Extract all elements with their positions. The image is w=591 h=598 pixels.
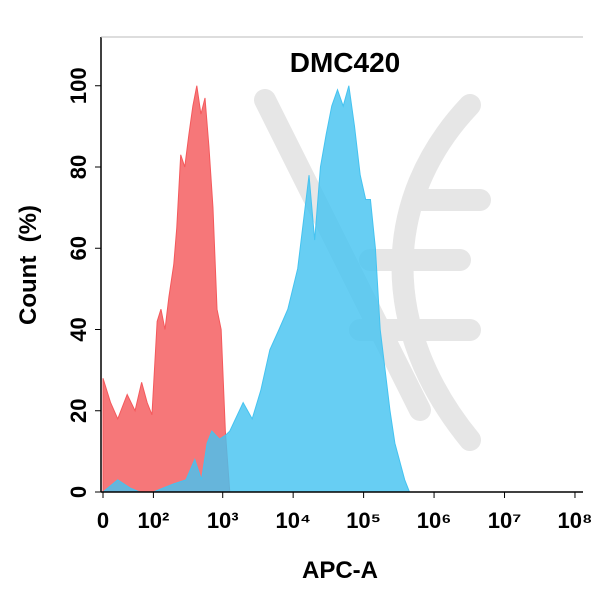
x-tick-label: 10⁷ xyxy=(488,508,522,533)
x-tick-label: 0 xyxy=(97,508,109,533)
y-tick-label: 80 xyxy=(66,155,91,179)
y-tick-label: 20 xyxy=(66,399,91,423)
x-tick-label: 10⁵ xyxy=(346,508,381,533)
histogram-area xyxy=(102,85,231,493)
x-tick-label: 10⁶ xyxy=(417,508,452,533)
x-axis-label: APC-A xyxy=(302,557,378,584)
y-tick-label: 60 xyxy=(66,236,91,260)
histogram-area xyxy=(101,85,411,493)
y-tick-label: 40 xyxy=(66,317,91,341)
plot xyxy=(101,85,411,493)
x-tick-label: 10³ xyxy=(207,508,239,533)
x-tick-label: 10⁸ xyxy=(558,508,591,533)
chart-title: DMC420 xyxy=(290,47,400,78)
y-tick-label: 0 xyxy=(66,486,91,498)
x-tick-label: 10⁴ xyxy=(275,508,310,533)
y-tick-label: 100 xyxy=(66,67,91,104)
y-axis-label: Count (%) xyxy=(15,205,42,325)
x-tick-label: 10² xyxy=(138,508,170,533)
